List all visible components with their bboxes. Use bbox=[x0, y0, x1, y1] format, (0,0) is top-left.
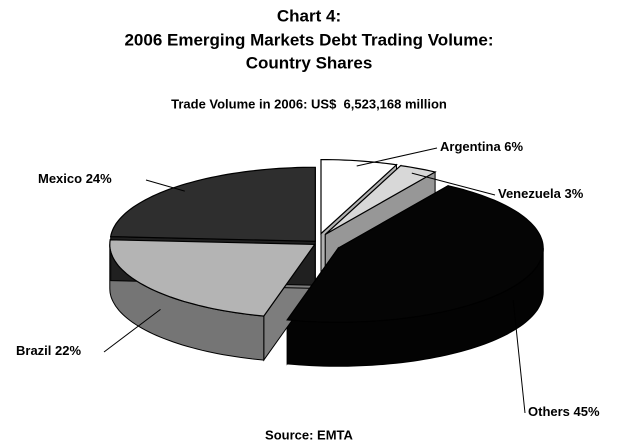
slice-label: Venezuela 3% bbox=[498, 186, 584, 201]
chart-title: 2006 Emerging Markets Debt Trading Volum… bbox=[124, 30, 493, 49]
shade bbox=[109, 244, 264, 361]
slice bbox=[320, 159, 398, 235]
slice-label: Mexico 24% bbox=[38, 171, 112, 186]
slice-label: Argentina 6% bbox=[440, 139, 524, 154]
slice-label: Others 45% bbox=[528, 404, 600, 419]
value-label: 45% bbox=[574, 404, 600, 419]
category-label: Argentina bbox=[440, 139, 501, 154]
category-label: Venezuela bbox=[498, 186, 562, 201]
value-label: 22% bbox=[55, 343, 81, 358]
leader-line bbox=[145, 179, 185, 192]
slice bbox=[109, 166, 316, 242]
chart-title: Country Shares bbox=[246, 53, 373, 72]
category-label: Others bbox=[528, 404, 570, 419]
slice bbox=[286, 185, 544, 323]
chart-title: Chart 4: bbox=[277, 6, 341, 25]
shade bbox=[287, 248, 544, 367]
slice bbox=[324, 164, 437, 235]
category-label: Brazil bbox=[16, 343, 51, 358]
category-label: Mexico bbox=[38, 171, 82, 186]
value-label: 3% bbox=[565, 186, 584, 201]
leader-line bbox=[103, 309, 161, 353]
slice-tops bbox=[109, 159, 544, 323]
leader-line bbox=[356, 147, 438, 167]
value-label: 6% bbox=[504, 139, 523, 154]
leader-line bbox=[512, 300, 526, 414]
chart-subtitle: Trade Volume in 2006: US$ 6,523,168 mill… bbox=[171, 96, 447, 111]
value-label: 24% bbox=[86, 171, 112, 186]
slice-label: Brazil 22% bbox=[16, 343, 81, 358]
slice bbox=[109, 239, 316, 317]
source-note: Source: EMTA bbox=[265, 427, 353, 442]
leader-line bbox=[411, 172, 496, 196]
